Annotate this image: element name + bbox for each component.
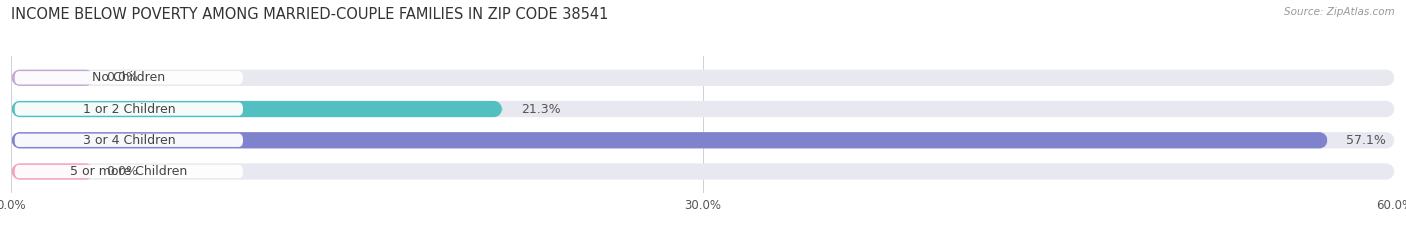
Text: 0.0%: 0.0% bbox=[105, 165, 138, 178]
Text: Source: ZipAtlas.com: Source: ZipAtlas.com bbox=[1284, 7, 1395, 17]
FancyBboxPatch shape bbox=[14, 134, 243, 147]
FancyBboxPatch shape bbox=[11, 163, 94, 180]
Text: 0.0%: 0.0% bbox=[105, 71, 138, 84]
FancyBboxPatch shape bbox=[11, 70, 1395, 86]
Text: 1 or 2 Children: 1 or 2 Children bbox=[83, 103, 176, 116]
FancyBboxPatch shape bbox=[11, 101, 502, 117]
Text: 3 or 4 Children: 3 or 4 Children bbox=[83, 134, 176, 147]
FancyBboxPatch shape bbox=[14, 165, 243, 178]
FancyBboxPatch shape bbox=[11, 132, 1327, 148]
Text: 21.3%: 21.3% bbox=[520, 103, 561, 116]
FancyBboxPatch shape bbox=[11, 101, 1395, 117]
FancyBboxPatch shape bbox=[11, 132, 1395, 148]
Text: No Children: No Children bbox=[93, 71, 166, 84]
Text: INCOME BELOW POVERTY AMONG MARRIED-COUPLE FAMILIES IN ZIP CODE 38541: INCOME BELOW POVERTY AMONG MARRIED-COUPL… bbox=[11, 7, 609, 22]
Text: 5 or more Children: 5 or more Children bbox=[70, 165, 187, 178]
FancyBboxPatch shape bbox=[14, 71, 243, 84]
FancyBboxPatch shape bbox=[14, 102, 243, 116]
Text: 57.1%: 57.1% bbox=[1347, 134, 1386, 147]
FancyBboxPatch shape bbox=[11, 70, 94, 86]
FancyBboxPatch shape bbox=[11, 163, 1395, 180]
